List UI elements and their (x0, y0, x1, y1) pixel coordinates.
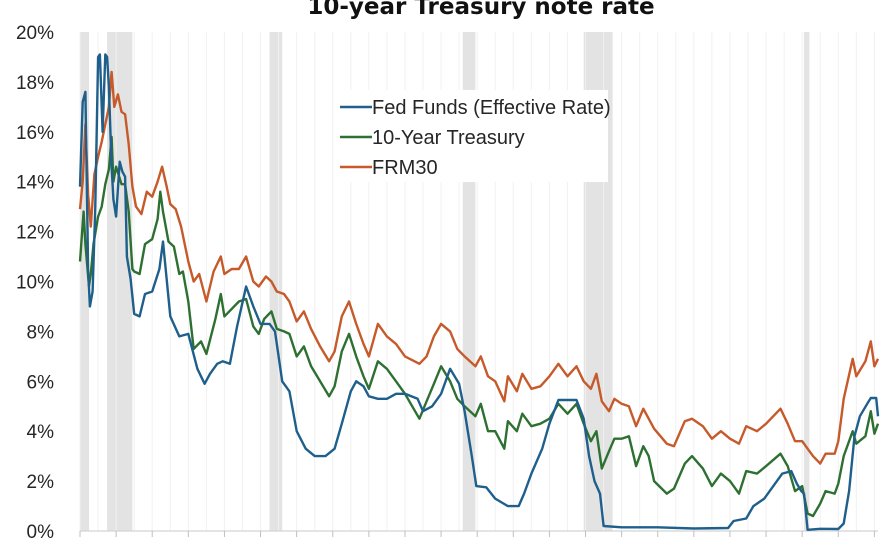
recession-band (803, 32, 810, 531)
y-tick-label: 20% (16, 23, 54, 44)
y-tick-label: 8% (27, 322, 55, 343)
y-tick-label: 2% (27, 472, 55, 493)
series-line-2 (78, 70, 880, 465)
y-tick-label: 6% (27, 372, 55, 393)
series-line-0 (78, 53, 880, 531)
legend: Fed Funds (Effective Rate) 10-Year Treasu… (334, 90, 611, 182)
legend-label: Fed Funds (Effective Rate) (372, 97, 611, 119)
y-tick-label: 14% (16, 173, 54, 194)
legend-label: FRM30 (372, 157, 438, 179)
series-line-1 (78, 135, 880, 518)
y-tick-label: 10% (16, 273, 54, 294)
y-tick-label: 0% (27, 522, 55, 540)
y-tick-label: 18% (16, 73, 54, 94)
series-lines (78, 53, 880, 531)
legend-box (334, 90, 608, 182)
recession-band (107, 32, 133, 531)
legend-label: 10-Year Treasury (372, 127, 525, 149)
chart-title: 10-year Treasury note rate (307, 0, 655, 20)
y-tick-label: 12% (16, 223, 54, 244)
y-tick-label: 4% (27, 422, 55, 443)
recession-band (80, 32, 90, 531)
y-axis: 0% 2% 4% 6% 8% 10% 12% 14% 16% 18% 20% (16, 23, 878, 540)
y-tick-label: 16% (16, 123, 54, 144)
